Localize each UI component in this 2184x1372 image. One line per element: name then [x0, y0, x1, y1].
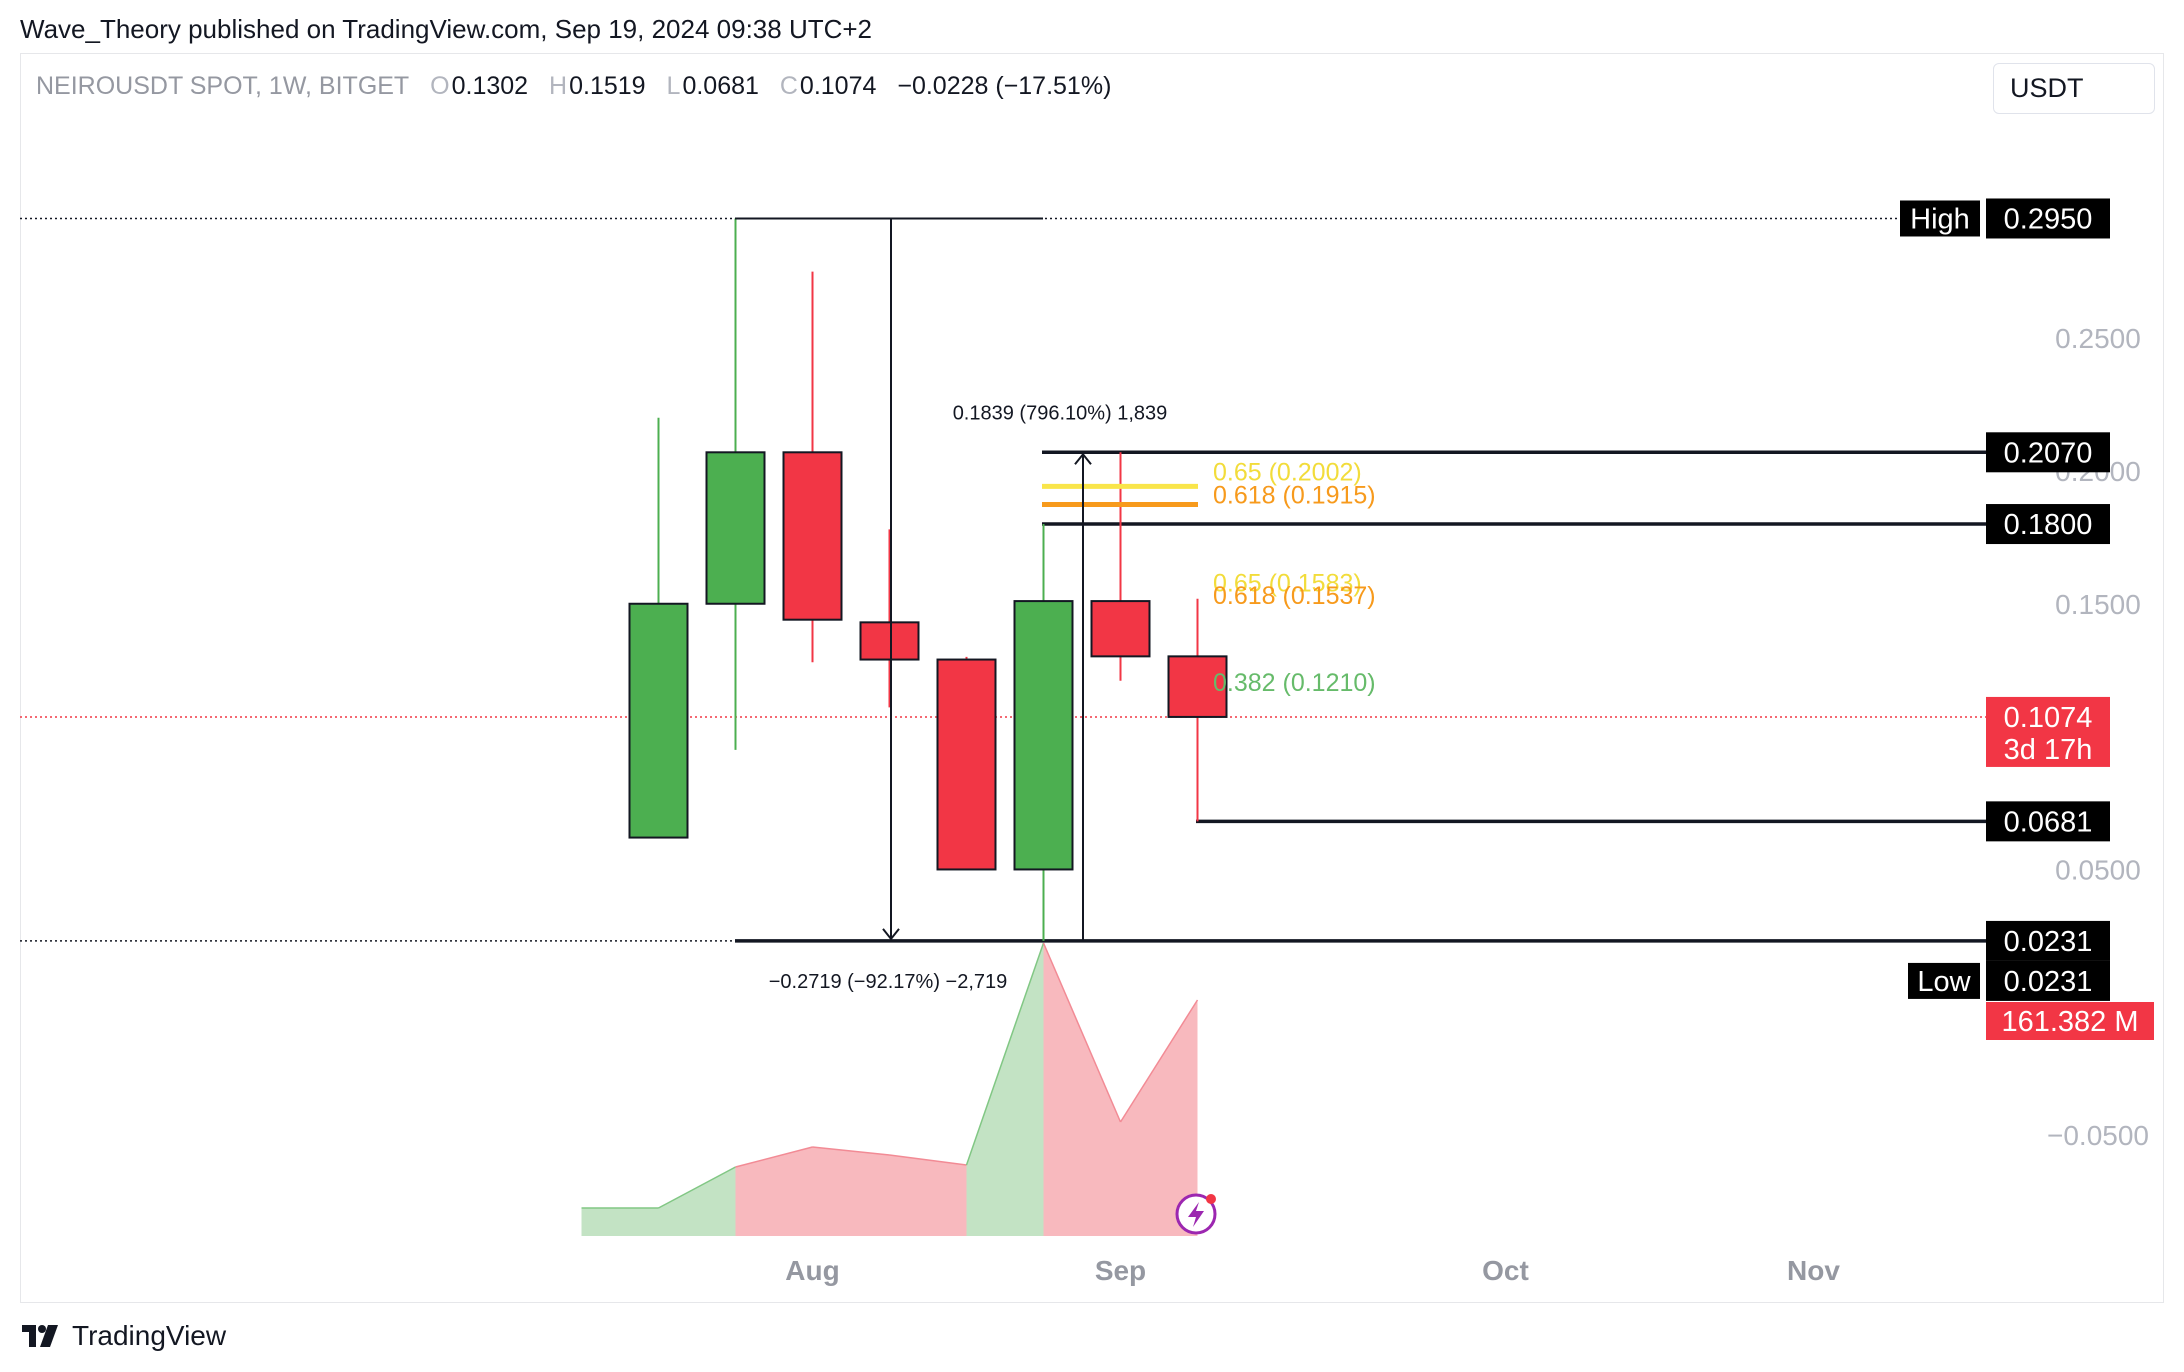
- bearish-candle: [936, 656, 997, 871]
- bearish-candle: [782, 271, 843, 663]
- volume-area-edge: [965, 942, 1045, 1166]
- bullish-candle: [1013, 524, 1074, 941]
- measure-label: 0.1839 (796.10%) 1,839: [953, 402, 1168, 424]
- volume-area-segment: [581, 1208, 659, 1236]
- x-tick-label: Oct: [1482, 1255, 1529, 1286]
- fib-level-label: 0.65 (0.1583): [1213, 570, 1362, 598]
- close-key: C: [779, 72, 798, 100]
- current-price-tag-bg: [1986, 696, 2110, 767]
- low-key: L: [666, 72, 681, 100]
- candle-body: [936, 658, 997, 871]
- fib-level-label: 0.618 (0.1537): [1213, 582, 1376, 610]
- high-name-tag: High: [1910, 203, 1970, 235]
- tradingview-logo-icon: [22, 1325, 58, 1347]
- y-tick-label: 0.1500: [2055, 589, 2141, 620]
- open-value: 0.1302: [451, 72, 529, 100]
- measure-label: −0.2719 (−92.17%) −2,719: [769, 971, 1008, 993]
- volume-area-edge: [658, 1166, 736, 1209]
- volume-area-segment: [1120, 1000, 1198, 1236]
- level-price-tag: 0.1800: [2004, 509, 2093, 541]
- volume-area-segment: [812, 1147, 890, 1236]
- lightning-icon-dot: [1206, 1194, 1216, 1204]
- x-tick-label: Sep: [1095, 1255, 1146, 1286]
- open-key: O: [430, 72, 450, 100]
- brand-name: TradingView: [72, 1320, 227, 1351]
- chart-frame: [20, 53, 2164, 1303]
- bullish-candle: [628, 417, 689, 839]
- current-price-tag: 0.1074: [2004, 702, 2093, 734]
- level-price-tag-bg: [1986, 801, 2110, 842]
- bearish-candle: [1090, 452, 1151, 681]
- high-name-tag-bg: [1900, 200, 1980, 237]
- x-tick-label: Nov: [1787, 1255, 1840, 1286]
- candle-body: [628, 602, 689, 839]
- volume-area-segment: [889, 1155, 967, 1236]
- measure-arrowhead: [882, 928, 900, 941]
- candle-body: [1090, 600, 1151, 658]
- level-price-tag: 0.0681: [2004, 806, 2093, 838]
- volume-area-edge: [812, 1146, 890, 1156]
- level-price-tag-bg: [1986, 920, 2110, 961]
- change-value: −0.0228 (−17.51%): [897, 72, 1112, 100]
- bearish-candle: [1167, 598, 1228, 822]
- candle-body: [705, 451, 766, 605]
- fib-level-label: 0.65 (0.2002): [1213, 458, 1362, 486]
- volume-area-segment: [658, 1167, 736, 1236]
- high-price-tag: 0.2950: [2004, 203, 2093, 235]
- volume-area-edge: [1119, 999, 1199, 1123]
- fib-level-label: 0.382 (0.1210): [1213, 669, 1376, 697]
- candle-body: [1013, 600, 1074, 871]
- volume-tag-bg: [1986, 1002, 2154, 1040]
- low-value: 0.0681: [682, 72, 759, 100]
- currency-button[interactable]: USDT: [1993, 63, 2155, 114]
- publisher-line: Wave_Theory published on TradingView.com…: [20, 14, 873, 44]
- brand-footer[interactable]: TradingView: [22, 1320, 226, 1352]
- x-tick-label: Aug: [785, 1255, 839, 1286]
- low-price-tag: 0.0231: [2004, 966, 2093, 998]
- low-price-tag-bg: [1986, 960, 2110, 1001]
- y-tick-label: −0.0500: [2047, 1120, 2149, 1151]
- bullish-candle: [705, 218, 766, 750]
- ohlc-legend: NEIROUSDT SPOT, 1W, BITGET O0.1302 H0.15…: [36, 72, 1125, 101]
- symbol-label[interactable]: NEIROUSDT SPOT, 1W, BITGET: [36, 72, 410, 100]
- fib-level-label: 0.618 (0.1915): [1213, 481, 1376, 509]
- volume-area-edge: [735, 1146, 813, 1168]
- level-price-tag-bg: [1986, 504, 2110, 545]
- level-price-tag-bg: [1986, 432, 2110, 473]
- volume-area-segment: [966, 943, 1044, 1236]
- high-value: 0.1519: [569, 72, 646, 100]
- candle-body: [1167, 655, 1228, 718]
- measure-arrowhead: [1074, 452, 1092, 465]
- volume-area-edge: [1042, 942, 1122, 1123]
- candle-body: [859, 621, 920, 661]
- volume-area-segment: [1043, 943, 1121, 1236]
- volume-area-segment: [735, 1147, 813, 1236]
- high-price-tag-bg: [1986, 198, 2110, 239]
- volume-tag: 161.382 M: [2001, 1006, 2138, 1038]
- countdown-tag: 3d 17h: [2004, 734, 2093, 766]
- candle-body: [782, 451, 843, 621]
- y-tick-label: 0.0500: [2055, 854, 2141, 885]
- high-key: H: [549, 72, 568, 100]
- low-name-tag-bg: [1908, 962, 1980, 999]
- level-price-tag: 0.0231: [2004, 926, 2093, 958]
- y-tick-label: 0.2500: [2055, 323, 2141, 354]
- low-name-tag: Low: [1917, 966, 1971, 998]
- lightning-icon-bolt: [1188, 1202, 1204, 1227]
- bearish-candle: [859, 529, 920, 708]
- level-price-tag: 0.2070: [2004, 437, 2093, 469]
- lightning-icon: [1175, 1193, 1217, 1235]
- close-value: 0.1074: [799, 72, 877, 100]
- volume-area-edge: [889, 1154, 967, 1166]
